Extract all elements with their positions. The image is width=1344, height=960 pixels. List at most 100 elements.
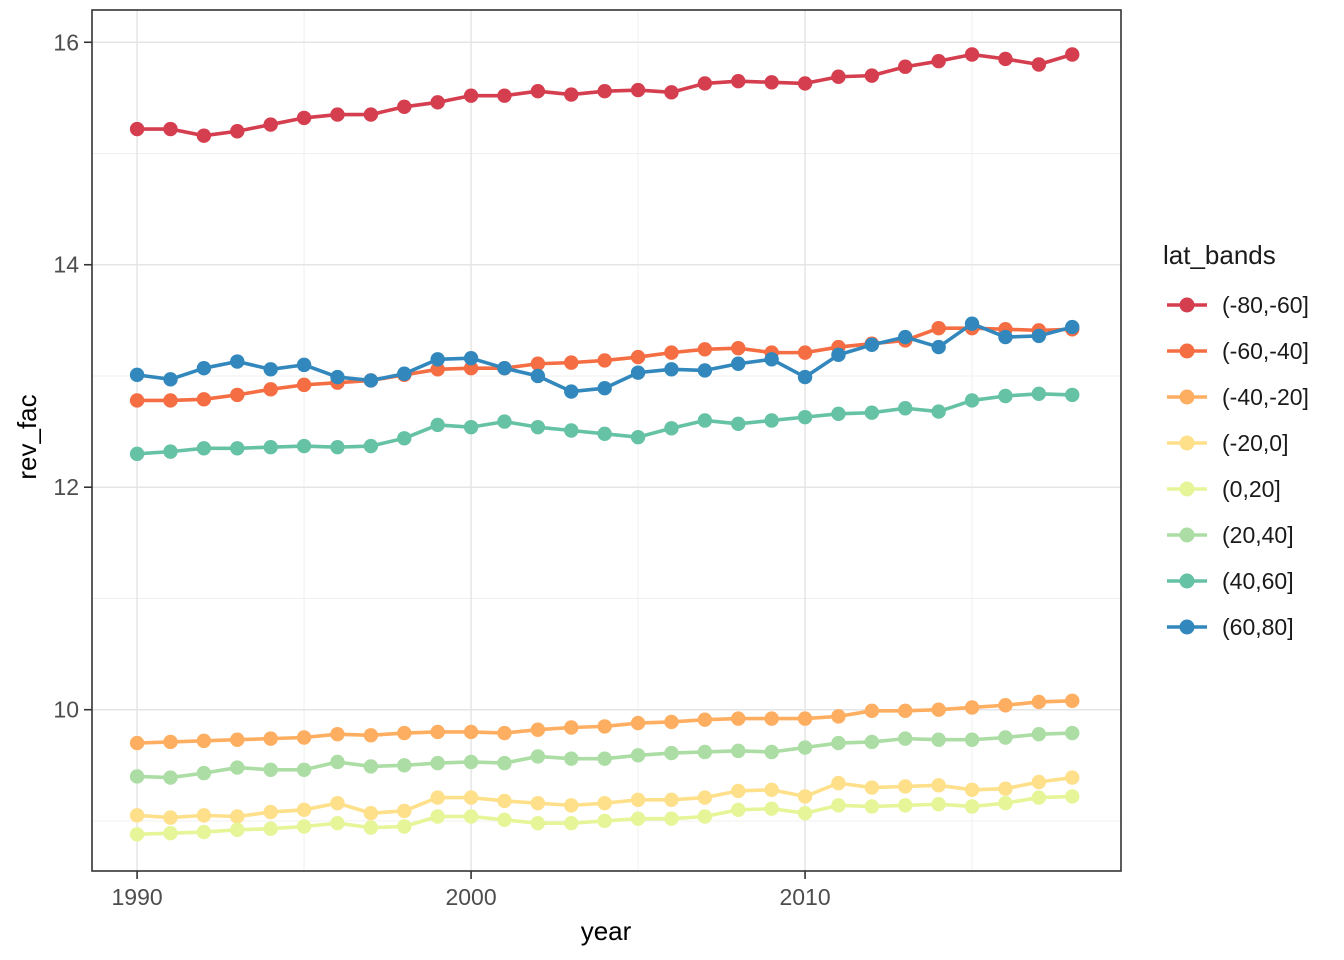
legend-key-dot: [1179, 343, 1195, 359]
data-point-(0,20]: [898, 798, 913, 813]
data-point-(-60,-40]: [430, 362, 445, 377]
data-point-(40,60]: [664, 421, 679, 436]
data-point-(-80,-60]: [931, 53, 946, 69]
data-point-(40,60]: [1065, 387, 1080, 403]
data-point-(0,20]: [797, 805, 813, 821]
data-point-(20,40]: [797, 740, 813, 755]
y-tick-label: 16: [53, 29, 79, 55]
data-point-(40,60]: [731, 416, 746, 432]
data-point-(-60,-40]: [664, 345, 679, 360]
legend-entry-(20,40]: (20,40]: [1167, 522, 1294, 548]
legend-entry-(40,60]: (40,60]: [1167, 568, 1294, 594]
legend-label: (60,80]: [1222, 614, 1294, 640]
y-tick-label: 12: [53, 474, 79, 500]
data-point-(40,60]: [998, 388, 1013, 404]
legend-label: (40,60]: [1222, 568, 1294, 594]
data-point-(-80,-60]: [497, 88, 512, 103]
data-point-(20,40]: [363, 759, 379, 774]
data-point-(60,80]: [230, 354, 245, 369]
data-point-(40,60]: [630, 429, 646, 445]
data-point-(40,60]: [330, 439, 345, 455]
data-point-(60,80]: [764, 352, 779, 367]
legend-key-dot: [1179, 619, 1195, 635]
data-point-(20,40]: [664, 745, 679, 761]
data-point-(-20,0]: [263, 804, 278, 820]
data-point-(0,20]: [764, 801, 779, 816]
data-point-(40,60]: [129, 446, 145, 462]
data-point-(40,60]: [230, 441, 245, 456]
data-point-(40,60]: [831, 406, 846, 422]
data-point-(0,20]: [964, 799, 980, 814]
data-point-(0,20]: [497, 812, 512, 828]
data-point-(0,20]: [363, 820, 379, 835]
data-point-(20,40]: [263, 762, 278, 777]
data-point-(-80,-60]: [530, 84, 546, 99]
data-point-(-80,-60]: [564, 87, 579, 102]
data-point-(-40,-20]: [530, 722, 546, 737]
data-point-(20,40]: [463, 754, 479, 770]
data-point-(-80,-60]: [898, 59, 913, 74]
data-point-(20,40]: [898, 731, 913, 746]
legend-entry-(0,20]: (0,20]: [1167, 476, 1281, 502]
data-point-(-80,-60]: [296, 110, 312, 126]
data-point-(40,60]: [296, 438, 312, 454]
data-point-(-80,-60]: [964, 47, 980, 62]
data-point-(20,40]: [296, 762, 312, 777]
data-point-(-60,-40]: [931, 320, 946, 336]
data-point-(0,20]: [530, 815, 546, 831]
data-point-(60,80]: [196, 360, 212, 376]
data-point-(60,80]: [397, 366, 412, 381]
grid-major-lines: [92, 10, 1121, 871]
data-point-(-80,-60]: [397, 99, 412, 114]
data-point-(-80,-60]: [163, 121, 178, 137]
data-point-(40,60]: [597, 426, 612, 442]
data-point-(-20,0]: [530, 795, 546, 811]
data-point-(20,40]: [1031, 726, 1047, 742]
data-point-(-20,0]: [397, 803, 412, 819]
data-point-(60,80]: [931, 339, 946, 355]
data-point-(60,80]: [964, 316, 980, 331]
data-point-(-20,0]: [163, 810, 178, 825]
data-point-(-80,-60]: [764, 75, 779, 90]
data-point-(40,60]: [430, 417, 445, 433]
data-point-(20,40]: [530, 749, 546, 764]
data-point-(0,20]: [330, 815, 345, 831]
data-point-(-40,-20]: [1031, 694, 1047, 710]
data-point-(60,80]: [797, 369, 813, 385]
data-point-(-40,-20]: [998, 698, 1013, 713]
data-point-(-40,-20]: [330, 726, 345, 742]
legend-key-dot: [1179, 527, 1195, 543]
data-point-(-60,-40]: [564, 355, 579, 370]
data-series: [129, 47, 1080, 842]
data-point-(60,80]: [998, 329, 1013, 345]
data-point-(0,20]: [597, 813, 612, 829]
data-point-(0,20]: [931, 797, 946, 812]
data-point-(-40,-20]: [463, 724, 479, 740]
data-point-(60,80]: [831, 347, 846, 363]
data-point-(-60,-40]: [196, 392, 212, 407]
data-point-(-40,-20]: [664, 714, 679, 730]
data-point-(-60,-40]: [163, 393, 178, 408]
data-point-(0,20]: [397, 819, 412, 834]
legend-entry-(60,80]: (60,80]: [1167, 614, 1294, 640]
y-tick-label: 10: [53, 697, 79, 723]
data-point-(-20,0]: [296, 802, 312, 818]
data-point-(-40,-20]: [931, 702, 946, 717]
x-axis-title: year: [581, 916, 632, 946]
data-point-(20,40]: [196, 765, 212, 781]
data-point-(-60,-40]: [463, 360, 479, 376]
data-point-(60,80]: [430, 352, 445, 367]
data-point-(40,60]: [697, 413, 713, 428]
data-point-(-20,0]: [630, 792, 646, 808]
data-point-(-20,0]: [430, 790, 445, 805]
legend-label: (0,20]: [1222, 476, 1281, 502]
data-point-(-40,-20]: [831, 709, 846, 724]
data-point-(-20,0]: [129, 808, 145, 823]
legend-label: (-80,-60]: [1222, 292, 1309, 318]
data-point-(-60,-40]: [263, 382, 278, 397]
legend-label: (-40,-20]: [1222, 384, 1309, 410]
data-point-(-20,0]: [463, 790, 479, 805]
data-point-(-20,0]: [764, 782, 779, 797]
data-point-(-40,-20]: [363, 728, 379, 743]
data-point-(0,20]: [230, 822, 245, 838]
